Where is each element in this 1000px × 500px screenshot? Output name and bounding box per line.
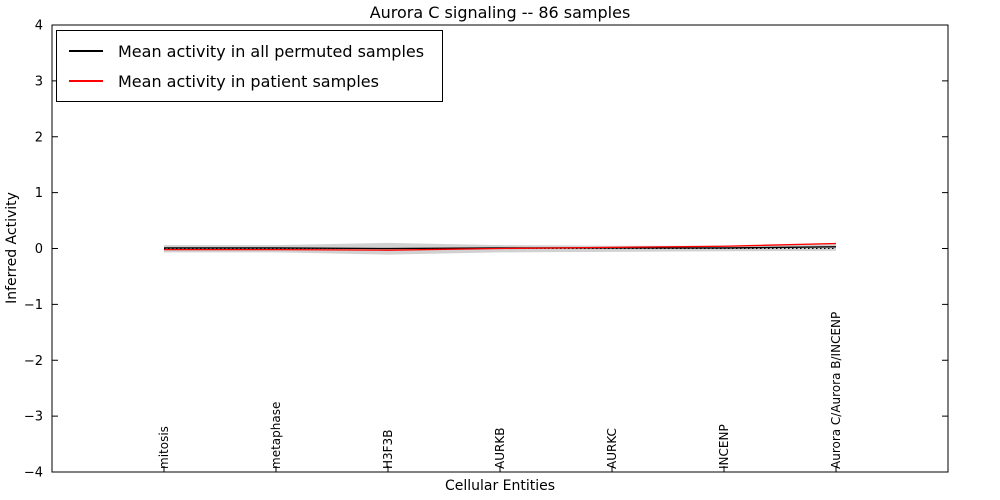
y-tick-label: −2 (24, 354, 43, 369)
legend-item-patient: Mean activity in patient samples (69, 66, 424, 96)
y-tick-label: 1 (35, 186, 43, 201)
y-tick-label: 3 (35, 74, 43, 89)
series-line-patient (164, 242, 837, 251)
x-tick-label: INCENP (717, 424, 731, 469)
y-tick-label: 0 (35, 242, 43, 257)
legend-label-patient: Mean activity in patient samples (118, 71, 379, 91)
x-tick-label: H3F3B (381, 430, 395, 469)
y-tick-label: 4 (35, 19, 43, 34)
legend-label-permuted: Mean activity in all permuted samples (118, 41, 425, 61)
chart-title: Aurora C signaling -- 86 samples (369, 3, 631, 22)
x-tick-label: Aurora C/Aurora B/INCENP (829, 312, 843, 469)
y-tick-label: 2 (35, 130, 43, 145)
legend-line-sample-red (69, 80, 103, 82)
y-tick-label: −1 (24, 298, 43, 313)
y-tick-label: −3 (24, 410, 43, 425)
legend-line-sample-black (69, 50, 103, 52)
x-tick-label: AURKC (605, 428, 619, 469)
x-tick-label: mitosis (157, 426, 171, 469)
x-axis-label: Cellular Entities (444, 478, 556, 494)
legend: Mean activity in all permuted samples Me… (56, 30, 444, 102)
x-tick-label: metaphase (269, 402, 283, 469)
x-tick-label: AURKB (493, 428, 507, 469)
y-tick-label: −4 (24, 466, 43, 481)
legend-item-permuted: Mean activity in all permuted samples (69, 36, 424, 66)
